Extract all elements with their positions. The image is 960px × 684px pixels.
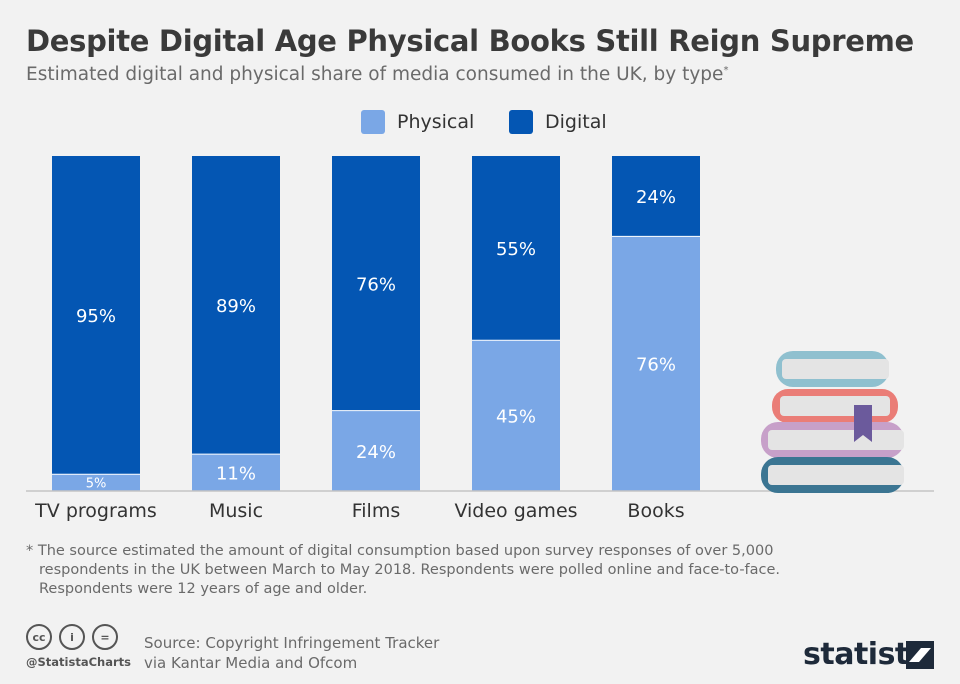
bar-digital-music (192, 156, 280, 455)
data-label-digital-tv-programs: 95% (76, 306, 116, 327)
social-handle[interactable]: @StatistaCharts (26, 655, 131, 669)
x-tick-label-music: Music (209, 500, 263, 522)
source-note: Source: Copyright Infringement Tracker v… (144, 633, 439, 673)
data-label-digital-video-games: 55% (496, 239, 536, 260)
attribution-icon: i (59, 624, 85, 650)
no-derivatives-icon: = (92, 624, 118, 650)
subtitle-footnote-mark: * (723, 64, 729, 76)
source-line-1: Source: Copyright Infringement Tracker (144, 634, 440, 652)
license-icons: cc i = (26, 624, 118, 650)
x-tick-label-tv-programs: TV programs (34, 500, 157, 522)
footnote-line-3: Respondents were 12 years of age and old… (39, 581, 368, 597)
data-label-physical-tv-programs: 5% (86, 477, 107, 492)
bars-group: 95% 5% 89% 11% 76% 24% 55% 45% 24% 76% (52, 156, 700, 492)
source-line-2: via Kantar Media and Ofcom (144, 654, 358, 672)
legend-label-digital: Digital (545, 111, 607, 133)
legend-label-physical: Physical (397, 111, 475, 133)
data-label-digital-music: 89% (216, 296, 256, 317)
legend-item-physical: Physical (361, 110, 474, 134)
bar-physical-films (332, 410, 420, 491)
legend-swatch-digital (509, 110, 533, 134)
data-label-physical-films: 24% (356, 442, 396, 463)
bar-digital-video-games (472, 156, 560, 341)
x-tick-label-books: Books (627, 500, 684, 522)
legend-swatch-physical (361, 110, 385, 134)
bar-physical-video-games (472, 340, 560, 491)
books-stack-icon (761, 351, 904, 493)
bar-digital-books (612, 156, 700, 237)
data-label-physical-video-games: 45% (496, 407, 536, 428)
bar-physical-tv-programs (52, 474, 140, 491)
cc-icon: cc (26, 624, 52, 650)
bar-digital-tv-programs (52, 156, 140, 475)
data-label-physical-music: 11% (216, 464, 256, 485)
legend-item-digital: Digital (509, 110, 607, 134)
subtitle-text: Estimated digital and physical share of … (26, 64, 724, 85)
data-label-physical-books: 76% (636, 355, 676, 376)
bar-physical-music (192, 454, 280, 491)
footnote-line-1: * The source estimated the amount of dig… (26, 543, 774, 559)
bar-physical-books (612, 236, 700, 491)
footnote: * The source estimated the amount of dig… (26, 542, 926, 599)
x-tick-label-films: Films (352, 500, 401, 522)
footnote-line-2: respondents in the UK between March to M… (39, 562, 781, 578)
chart-title: Despite Digital Age Physical Books Still… (26, 24, 914, 58)
chart-subtitle: Estimated digital and physical share of … (26, 64, 728, 85)
data-label-digital-films: 76% (356, 274, 396, 295)
bar-digital-films (332, 156, 420, 411)
x-tick-label-video-games: Video games (454, 500, 577, 522)
data-label-digital-books: 24% (636, 187, 676, 208)
x-tick-labels: TV programs Music Films Video games Books (34, 500, 684, 522)
statista-logo-icon (906, 641, 934, 669)
